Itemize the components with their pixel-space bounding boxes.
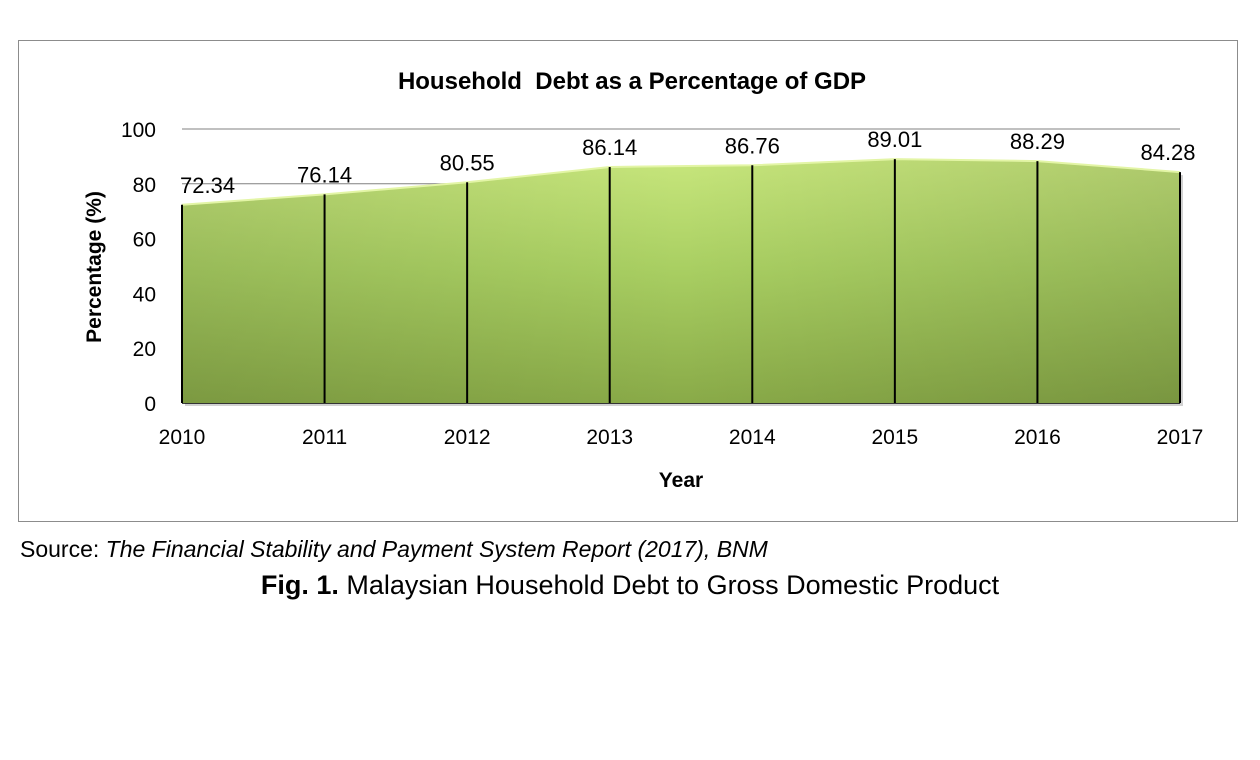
caption-label: Fig. 1. [260,570,339,600]
source-text: The Financial Stability and Payment Syst… [105,536,768,562]
x-tick-label: 2015 [871,426,918,449]
x-tick-label: 2016 [1014,426,1061,449]
data-label: 86.14 [582,135,637,160]
data-label: 80.55 [440,150,495,175]
y-tick-label: 60 [133,229,156,252]
caption-text: Malaysian Household Debt to Gross Domest… [338,570,1000,600]
x-tick-label: 2010 [159,426,206,449]
y-tick-label: 100 [121,119,156,142]
data-label: 84.28 [1140,140,1195,165]
figure-caption: Fig. 1. Malaysian Household Debt to Gros… [0,570,1260,601]
chart-frame: Household Debt as a Percentage of GDP Pe… [18,40,1238,522]
area-top-edge [181,158,1181,206]
x-tick-label: 2011 [302,426,347,449]
source-note: Source: The Financial Stability and Paym… [20,536,768,563]
data-label: 88.29 [1010,129,1065,154]
x-tick-label: 2017 [1157,426,1204,449]
area-chart: Household Debt as a Percentage of GDP Pe… [83,68,1204,492]
y-tick-label: 80 [133,174,156,197]
y-tick-label: 20 [133,338,156,361]
y-axis-title: Percentage (%) [83,191,106,343]
data-label: 89.01 [867,127,922,152]
data-label: 76.14 [297,162,352,187]
y-tick-label: 40 [133,283,156,306]
area-shading [182,159,1180,403]
x-axis-title: Year [659,469,703,492]
data-label: 72.34 [180,173,235,198]
source-prefix: Source: [20,536,106,562]
x-tick-label: 2013 [586,426,633,449]
y-tick-label: 0 [144,393,156,416]
chart-title: Household Debt as a Percentage of GDP [398,68,866,95]
data-label: 86.76 [725,133,780,158]
x-tick-label: 2014 [729,426,776,449]
x-tick-label: 2012 [444,426,491,449]
